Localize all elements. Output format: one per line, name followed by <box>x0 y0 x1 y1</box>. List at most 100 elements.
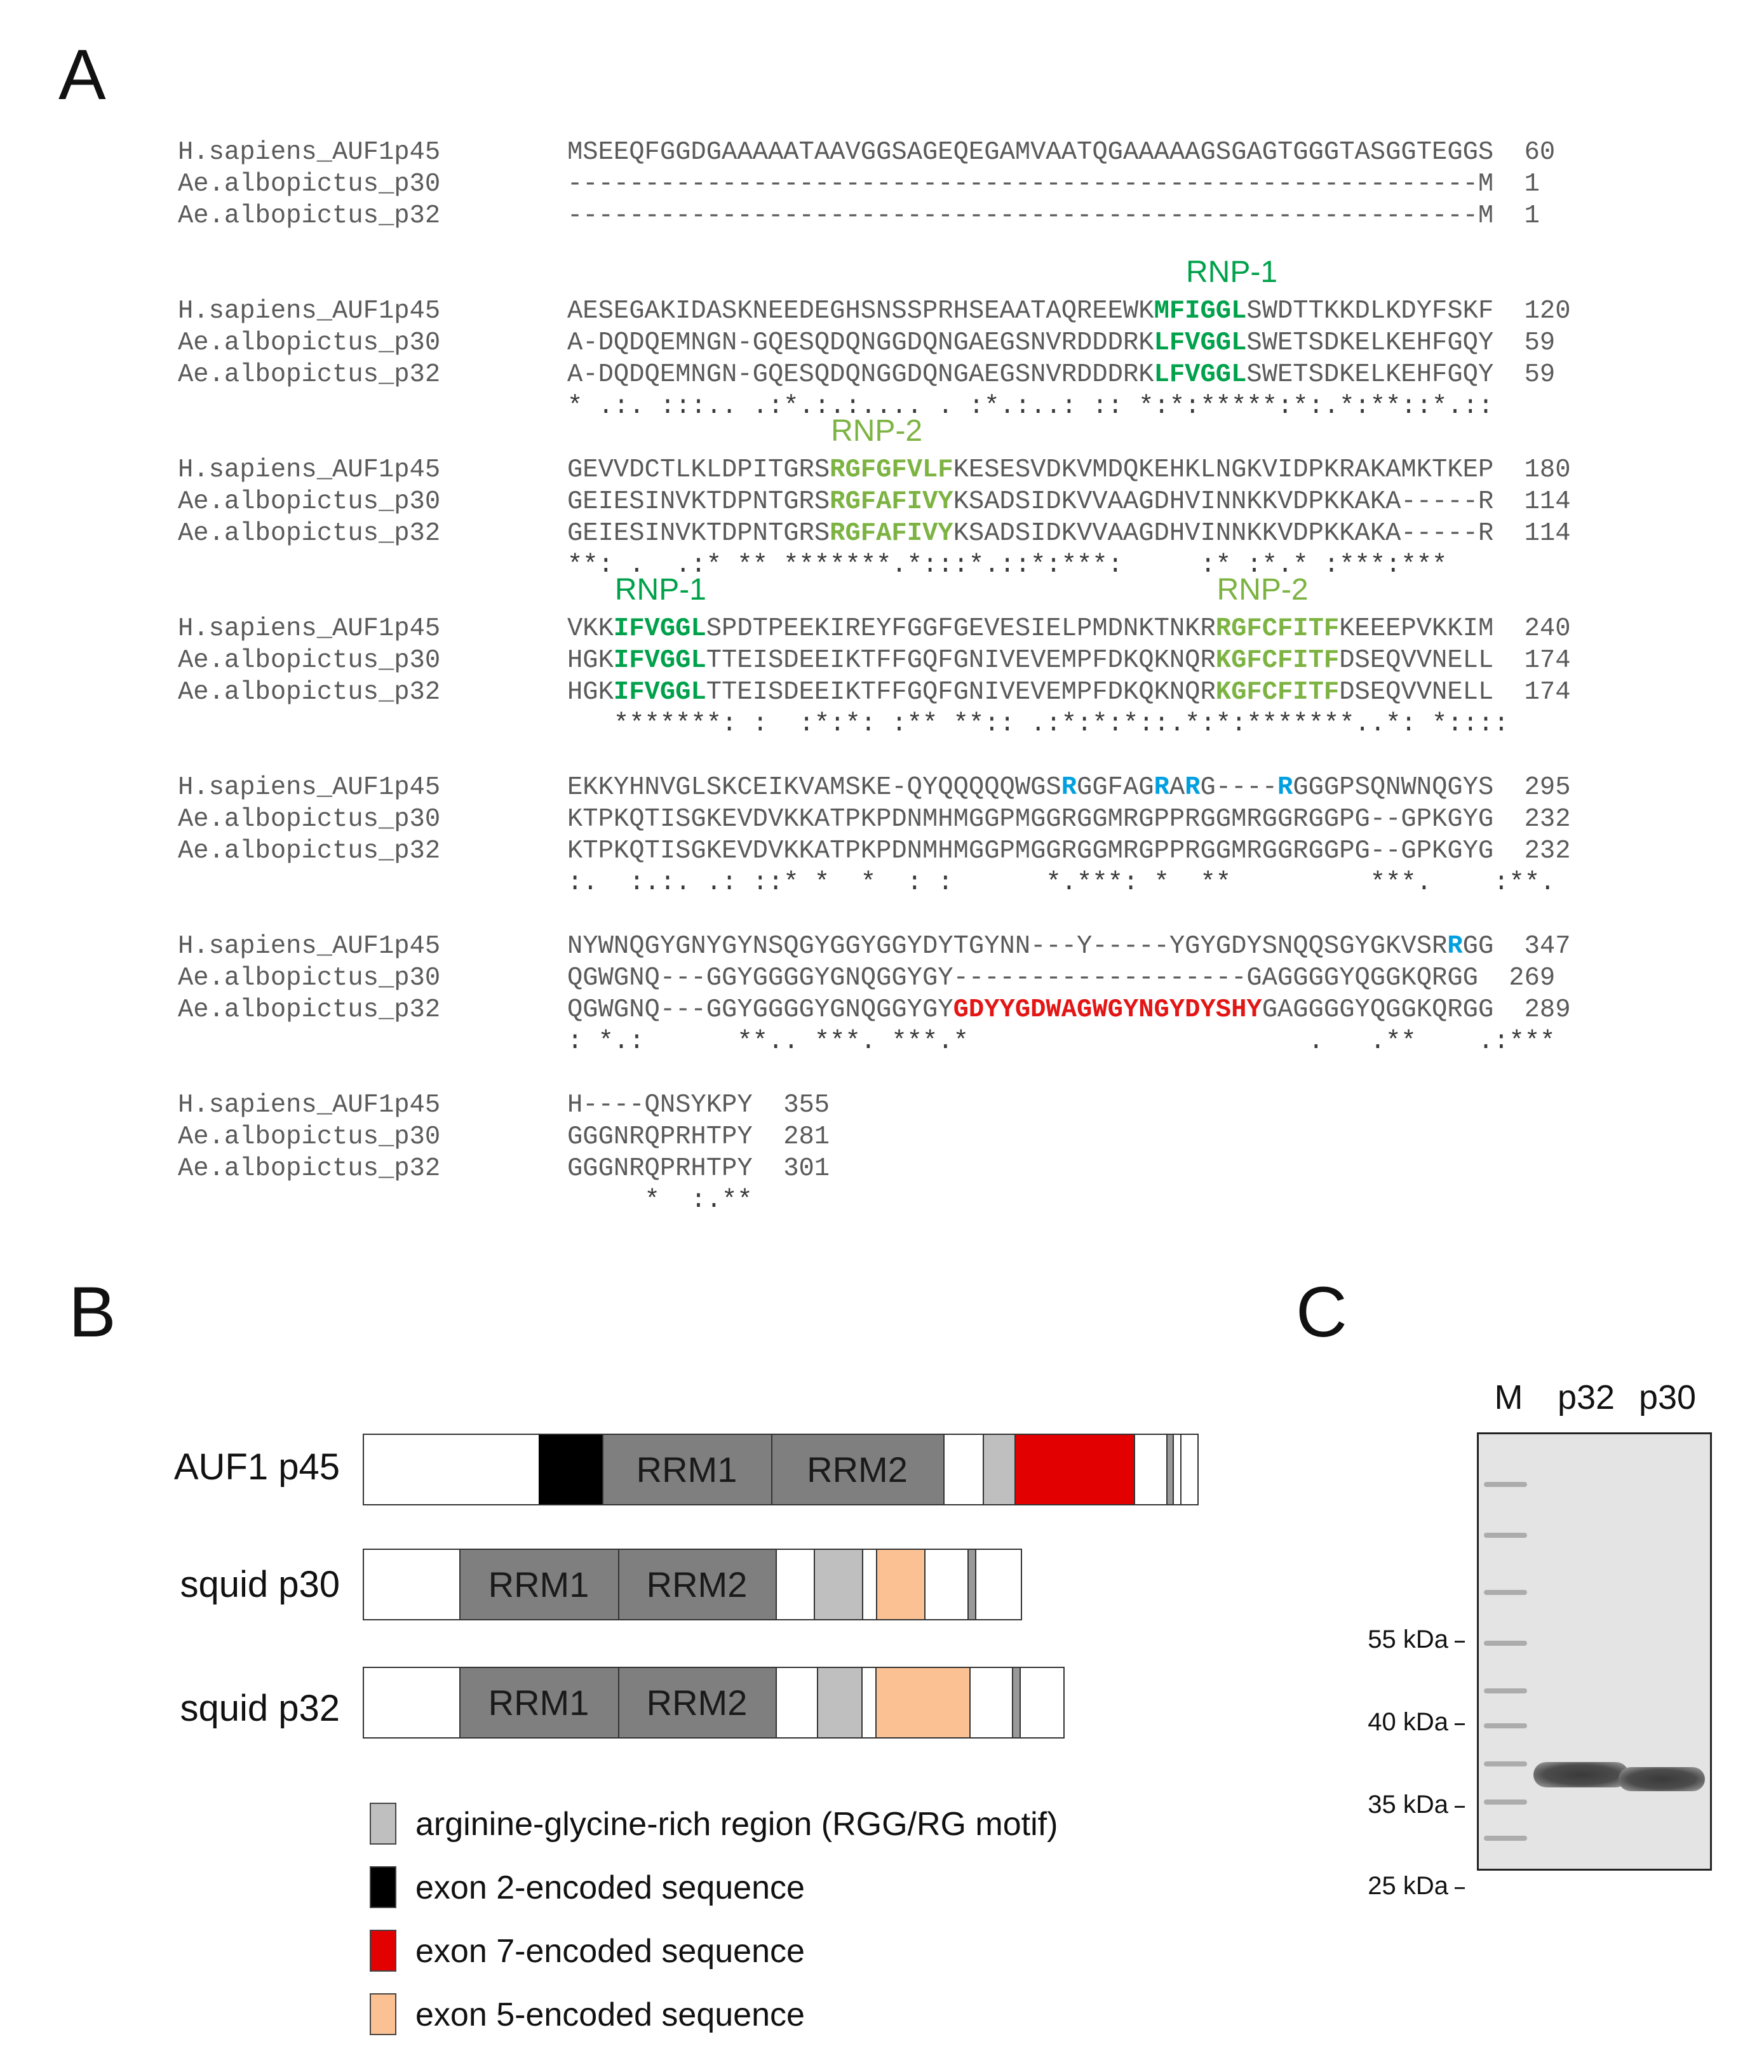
sequence-row: QGWGNQ---GGYGGGGYGNQGGYGYGDYYGDWAGWGYNGY… <box>567 994 1493 1026</box>
sequence-row: A-DQDQEMNGN-GQESQDQNGGDQNGAEGSNVRDDDRKLF… <box>567 359 1493 391</box>
ladder-band <box>1484 1641 1527 1646</box>
rrm1-label: RRM1 <box>636 1450 737 1490</box>
sequence-name: H.sapiens_AUF1p45 <box>178 138 441 167</box>
highlighted-residues: RGFGFVLF <box>830 455 953 485</box>
residue-count: 114 <box>1524 487 1571 516</box>
residue-count: 59 <box>1524 360 1556 389</box>
consensus-row: **: . .:* ** *******.*:::*.::*:***: :* :… <box>567 551 1448 580</box>
sequence-segment: TTEISDEEIKTFFGQFGNIVEVEMPFDKQKNQR <box>706 646 1216 675</box>
sequence-row: AESEGAKIDASKNEEDEGHSNSSPRHSEAATAQREEWKMF… <box>567 295 1493 327</box>
sequence-name: Ae.albopictus_p30 <box>178 328 441 358</box>
highlighted-residues: IFVGGL <box>613 678 706 707</box>
sequence-name: Ae.albopictus_p30 <box>178 487 441 516</box>
sequence-segment: QGWGNQ---GGYGGGGYGNQGGYGY <box>567 995 953 1025</box>
rrm1-domain <box>459 1550 618 1619</box>
legend-swatch-exon7 <box>370 1930 396 1972</box>
sequence-segment: KSADSIDKVVAAGDHVINNKKVDPKKAKA-----R <box>953 487 1494 516</box>
c-terminal-segment <box>1180 1435 1182 1504</box>
rrm2-domain <box>618 1668 776 1737</box>
legend-swatch-exon2 <box>370 1866 396 1908</box>
sequence-segment: EKKYHNVGLSKCEIKVAMSKE-QYQQQQQWGS <box>567 773 1061 802</box>
rrm1-domain <box>459 1668 618 1737</box>
sequence-name: Ae.albopictus_p30 <box>178 964 441 993</box>
protein-bar-squid-p32: RRM1 RRM2 <box>363 1667 1065 1739</box>
sequence-row: QGWGNQ---GGYGGGGYGNQGGYGY---------------… <box>567 962 1478 994</box>
consensus-row: *******: : :*:*: :** **:: .:*:*:*::.*:*:… <box>567 710 1509 739</box>
sequence-row: EKKYHNVGLSKCEIKVAMSKE-QYQQQQQWGSRGGFAGRA… <box>567 772 1493 804</box>
lane-label-marker: M <box>1494 1378 1523 1416</box>
sequence-segment: QGWGNQ---GGYGGGGYGNQGGYGY---------------… <box>567 964 1478 993</box>
sequence-name: Ae.albopictus_p32 <box>178 837 441 866</box>
rrm2-label: RRM2 <box>646 1683 748 1723</box>
sequence-segment: GEVVDCTLKLDPITGRS <box>567 455 830 485</box>
lane-label-p30: p30 <box>1638 1378 1697 1416</box>
protein-bar-auf1-p45: RRM1 RRM2 <box>363 1434 1199 1505</box>
exon2-segment <box>539 1435 602 1504</box>
highlighted-residues: RGFAFIVY <box>830 519 953 548</box>
sequence-name: Ae.albopictus_p32 <box>178 519 441 548</box>
residue-count: 355 <box>783 1091 830 1120</box>
legend-text-exon7: exon 7-encoded sequence <box>415 1933 805 1970</box>
sequence-segment: HGK <box>567 678 614 707</box>
ladder-band <box>1484 1590 1527 1595</box>
mw-tick-40 <box>1455 1723 1465 1725</box>
protein-label-squid-p30: squid p30 <box>180 1564 340 1605</box>
protein-label-squid-p32: squid p32 <box>180 1688 340 1729</box>
residue-count: 174 <box>1524 646 1571 675</box>
sequence-segment: VKK <box>567 614 614 643</box>
sequence-row: HGKIFVGGLTTEISDEEIKTFFGQFGNIVEVEMPFDKQKN… <box>567 676 1493 708</box>
mw-tick-25 <box>1455 1887 1465 1889</box>
sequence-segment: GGGNRQPRHTPY <box>567 1122 753 1152</box>
residue-count: 1 <box>1524 201 1540 231</box>
sequence-segment: GEIESINVKTDPNTGRS <box>567 519 830 548</box>
panel-c-label: C <box>1296 1272 1347 1352</box>
rgg-stripe <box>1012 1668 1021 1737</box>
sequence-segment: AESEGAKIDASKNEEDEGHSNSSPRHSEAATAQREEWK <box>567 297 1154 326</box>
rrm1-label: RRM1 <box>488 1683 589 1723</box>
sequence-name: Ae.albopictus_p30 <box>178 805 441 834</box>
protein-band-p32 <box>1533 1762 1629 1787</box>
sequence-name: H.sapiens_AUF1p45 <box>178 614 441 643</box>
highlighted-residues: KGFCFITF <box>1215 678 1340 707</box>
lane-label-p32: p32 <box>1557 1378 1615 1416</box>
consensus-row: :. :.:. .: ::* * * : : *.***: * ** ***. … <box>567 868 1556 898</box>
sequence-row: GGGNRQPRHTPY <box>567 1153 753 1185</box>
rgg-segment <box>983 1435 1014 1504</box>
sequence-segment: ----------------------------------------… <box>567 170 1494 199</box>
rrm2-domain <box>771 1435 943 1504</box>
sequence-segment: KSADSIDKVVAAGDHVINNKKVDPKKAKA-----R <box>953 519 1494 548</box>
sequence-name: Ae.albopictus_p32 <box>178 995 441 1025</box>
sequence-segment: SPDTPEEKIREYFGGFGEVESIELPMDNKTNKR <box>706 614 1216 643</box>
sequence-segment: KTPKQTISGKEVDVKKATPKPDNMHMGGPMGGRGGMRGPP… <box>567 837 1494 866</box>
ladder-band <box>1484 1723 1527 1728</box>
highlighted-residues: LFVGGL <box>1154 360 1247 389</box>
rgg-segment <box>814 1550 863 1619</box>
highlighted-residues: GDYYGDWAGWGYNGYDYSHY <box>953 995 1262 1025</box>
motif-label: RNP-2 <box>1216 573 1309 607</box>
highlighted-residues: RGFCFITF <box>1215 614 1340 643</box>
residue-count: 281 <box>783 1122 830 1152</box>
sequence-segment: GGGNRQPRHTPY <box>567 1154 753 1183</box>
protein-band-p30 <box>1619 1767 1705 1791</box>
residue-count: 1 <box>1524 170 1540 199</box>
sequence-segment: GGFAG <box>1077 773 1154 802</box>
sequence-name: Ae.albopictus_p32 <box>178 201 441 231</box>
highlighted-residues: KGFCFITF <box>1215 646 1340 675</box>
highlighted-residues: MFIGGL <box>1154 297 1247 326</box>
ladder-band <box>1484 1761 1527 1766</box>
gel-image <box>1477 1432 1712 1871</box>
residue-count: 60 <box>1524 138 1556 167</box>
rrm2-label: RRM2 <box>807 1450 908 1490</box>
residue-count: 295 <box>1524 773 1571 802</box>
sequence-segment: GG <box>1462 932 1494 961</box>
legend-text-exon2: exon 2-encoded sequence <box>415 1869 805 1906</box>
sequence-segment: DSEQVVNELL <box>1339 678 1494 707</box>
legend-text-exon5: exon 5-encoded sequence <box>415 1996 805 2033</box>
consensus-row: * :.** <box>567 1186 753 1215</box>
sequence-row: MSEEQFGGDGAAAAATAAVGGSAGEQEGAMVAATQGAAAA… <box>567 137 1493 168</box>
sequence-name: Ae.albopictus_p30 <box>178 1122 441 1152</box>
sequence-segment: GEIESINVKTDPNTGRS <box>567 487 830 516</box>
sequence-segment: ----------------------------------------… <box>567 201 1494 231</box>
sequence-row: ----------------------------------------… <box>567 200 1493 232</box>
ladder-band <box>1484 1688 1527 1693</box>
